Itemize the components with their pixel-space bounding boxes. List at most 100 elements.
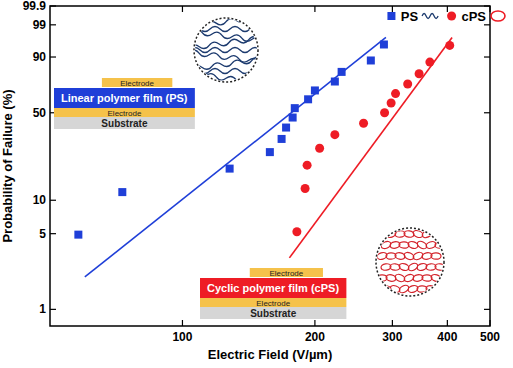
- data-point: [226, 165, 234, 173]
- device-stack: Cyclic polymer film (cPS) Electrode Electr…: [200, 268, 346, 319]
- x-tick: [489, 320, 490, 326]
- x-tick: [392, 320, 393, 326]
- x-tick: [447, 320, 448, 326]
- x-tick-label: 400: [437, 330, 457, 344]
- top-electrode: [102, 78, 172, 87]
- y-tick: [50, 24, 56, 25]
- ring: [430, 274, 441, 283]
- film-label: Cyclic polymer film (cPS): [207, 282, 339, 294]
- data-point: [330, 130, 339, 139]
- y-tick-label: 10: [33, 193, 47, 207]
- y-tick: [50, 309, 56, 310]
- chart: 100200300400500151050909999.9Electric Fi…: [0, 0, 513, 368]
- y-tick: [50, 56, 56, 57]
- data-point: [282, 124, 290, 132]
- bottom-electrode: [200, 298, 346, 307]
- legend-marker: [387, 12, 395, 20]
- top-electrode: [250, 268, 323, 277]
- data-point: [359, 119, 368, 128]
- legend-label: PS: [401, 9, 419, 24]
- electrode-label: Electrode: [120, 79, 154, 88]
- ring: [376, 229, 388, 240]
- data-point: [387, 98, 396, 107]
- film-label: Linear polymer film (PS): [61, 92, 188, 104]
- chain: [189, 49, 269, 65]
- polymer-film: [54, 88, 195, 108]
- device-stack: Linear polymer film (PS)ElectrodeElectro…: [54, 78, 195, 129]
- cyclic-chains: [376, 229, 446, 294]
- electrode-label: Electrode: [269, 269, 303, 278]
- substrate-label: Substrate: [101, 118, 148, 129]
- data-point: [266, 148, 274, 156]
- ring: [389, 284, 400, 293]
- x-axis-title: Electric Field (V/µm): [208, 347, 333, 362]
- schematics: Linear polymer film (PS) Electrode Electro…: [54, 14, 446, 319]
- chain: [190, 69, 270, 74]
- y-tick: [50, 200, 56, 201]
- polymer-film: [200, 278, 346, 298]
- linear-chains: [186, 14, 272, 87]
- y-tick-right: [484, 56, 490, 57]
- chain: [189, 34, 269, 50]
- data-point: [118, 188, 126, 196]
- legend-label: cPS: [461, 9, 486, 24]
- ring: [431, 253, 441, 260]
- chain: [186, 70, 266, 86]
- y-axis-title: Probability of Failure (%): [0, 89, 15, 242]
- data-point: [303, 161, 312, 170]
- y-tick: [50, 233, 56, 234]
- x-tick-label: 200: [305, 330, 325, 344]
- ring: [434, 284, 446, 294]
- ring: [398, 262, 409, 271]
- y-tick-label: 50: [33, 106, 47, 120]
- legend: cPS PS: [387, 9, 505, 24]
- ring: [435, 241, 446, 248]
- y-tick: [50, 5, 56, 6]
- ring: [381, 285, 392, 292]
- substrate: [200, 307, 346, 319]
- chain: [186, 14, 266, 30]
- fit-line: [85, 37, 386, 276]
- legend-marker: [447, 12, 456, 21]
- y-tick-right: [484, 200, 490, 201]
- chain: [190, 48, 270, 53]
- y-tick-right: [484, 24, 490, 25]
- electrode-label: Electrode: [256, 299, 290, 308]
- chain: [192, 29, 272, 45]
- x-tick-label: 300: [382, 330, 402, 344]
- y-tick-label: 99.9: [23, 0, 47, 13]
- chain: [190, 27, 270, 32]
- legend-icon: [422, 14, 438, 19]
- fit-line: [289, 37, 452, 257]
- inset-linear: [194, 18, 258, 82]
- y-tick-right: [484, 5, 490, 6]
- x-tick-top: [489, 6, 490, 12]
- x-tick-top: [314, 6, 315, 12]
- x-tick: [314, 320, 315, 326]
- y-tick-right: [484, 309, 490, 310]
- x-tick-top: [182, 6, 183, 12]
- x-tick: [182, 320, 183, 326]
- ring: [407, 241, 418, 250]
- y-tick-right: [484, 112, 490, 113]
- x-tick-top: [392, 6, 393, 12]
- x-tick-label: 500: [480, 330, 500, 344]
- ring: [421, 229, 433, 239]
- y-tick-label: 1: [39, 302, 46, 316]
- inset-cyclic: [376, 228, 444, 296]
- data: [74, 37, 454, 276]
- data-point: [292, 227, 301, 236]
- data-point: [301, 184, 310, 193]
- ring: [435, 263, 446, 271]
- y-tick-label: 99: [33, 18, 47, 32]
- data-point: [391, 89, 400, 98]
- data-point: [403, 80, 412, 89]
- y-tick-label: 5: [39, 227, 46, 241]
- bottom-electrode: [54, 108, 195, 117]
- x-tick-top: [447, 6, 448, 12]
- data-point: [315, 144, 324, 153]
- substrate-label: Substrate: [250, 308, 297, 319]
- y-tick-right: [484, 233, 490, 234]
- ring: [430, 230, 441, 238]
- data-point: [74, 231, 82, 239]
